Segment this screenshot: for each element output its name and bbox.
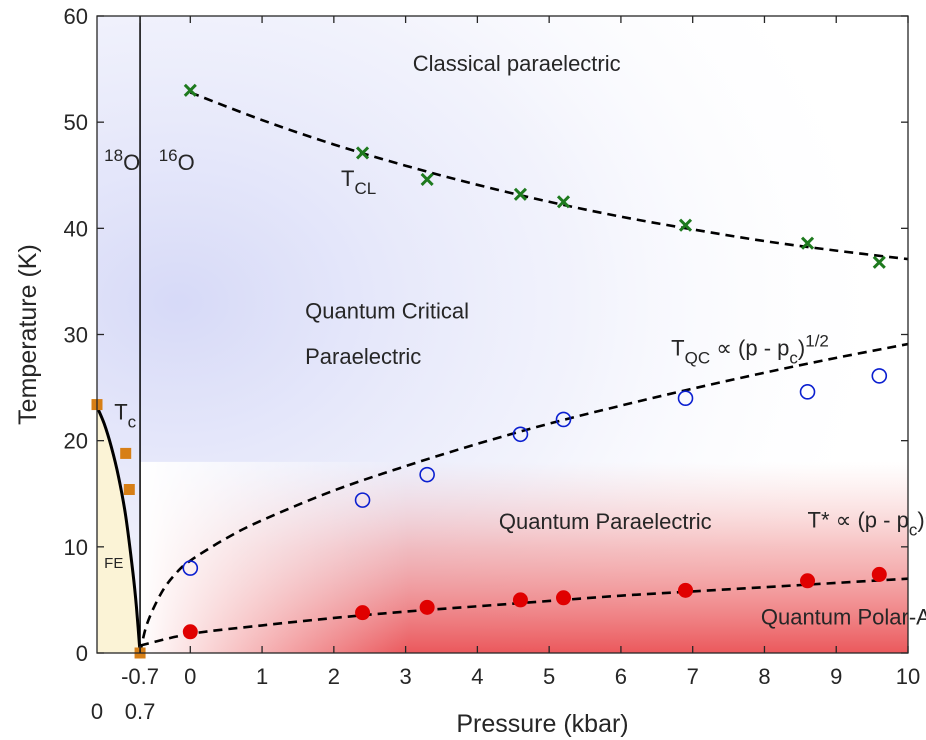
- annotation-tstar-label-part-2: ): [917, 508, 924, 533]
- y-tick-label-3: 30: [64, 323, 88, 348]
- tstar-point-2: [419, 599, 435, 615]
- x-tick-label-8: 7: [687, 664, 699, 689]
- annotation-tqc-label-part-1: QC: [685, 349, 711, 368]
- annotation-tqc-label-part-4: ): [798, 336, 805, 361]
- annotation-tqc-label: TQC ∝ (p - pc)1/2: [671, 332, 829, 368]
- annotation-classical: Classical paraelectric: [413, 51, 621, 76]
- tc-fit-curve: [97, 406, 142, 653]
- annotation-tc-label: Tc: [114, 399, 136, 431]
- annotation-classical-part-0: Classical paraelectric: [413, 51, 621, 76]
- y-tick-label-1: 10: [64, 535, 88, 560]
- tqc-fit-curve: [138, 342, 908, 653]
- x-tick-label-secondary-1: 0.7: [125, 699, 156, 724]
- annotation-tstar-label-part-1: c: [909, 521, 918, 540]
- tcl-point-1: [355, 146, 370, 160]
- x-tick-label-secondary-0: 0: [91, 699, 103, 724]
- annotation-tqc-label-part-3: c: [789, 349, 798, 368]
- tstar-point-7: [871, 566, 887, 582]
- annotation-fe-part-0: FE: [104, 555, 123, 572]
- annotation-tcl-label-part-1: CL: [354, 179, 376, 198]
- tcl-point-5: [678, 218, 693, 232]
- ferroelectric-region: [97, 406, 141, 653]
- y-tick-label-2: 20: [64, 429, 88, 454]
- tcl-fit-curve: [189, 91, 908, 261]
- x-axis-label: Pressure (kbar): [456, 710, 628, 738]
- annotation-tc-label-part-1: c: [128, 412, 137, 431]
- annotation-qpa: Quantum Polar-Acoustic: [761, 604, 926, 629]
- annotation-qpe: Quantum Paraelectric: [499, 509, 712, 534]
- tstar-point-5: [678, 582, 694, 598]
- x-tick-label-3: 2: [328, 664, 340, 689]
- y-tick-label-0: 0: [76, 641, 88, 666]
- x-tick-label-4: 3: [399, 664, 411, 689]
- y-tick-label-5: 50: [64, 110, 88, 135]
- y-axis-label: Temperature (K): [14, 244, 42, 425]
- annotation-fe: FE: [104, 555, 123, 572]
- x-tick-label-11: 10: [896, 664, 920, 689]
- annotation-qcp-part-0: Quantum Critical: [305, 299, 469, 324]
- annotation-qcp2: Paraelectric: [305, 344, 421, 369]
- tstar-point-6: [800, 573, 816, 589]
- tcl-point-6: [800, 236, 815, 250]
- tc-point-2: [123, 484, 135, 496]
- y-tick-label-4: 40: [64, 216, 88, 241]
- tstar-point-3: [512, 592, 528, 608]
- annotation-tqc-label-part-2: ∝ (p - p: [710, 336, 789, 361]
- annotation-tstar-label-part-3: 1/2: [925, 504, 926, 523]
- annotation-tqc-label-part-5: 1/2: [805, 332, 829, 351]
- x-tick-label-0: -0.7: [121, 664, 159, 689]
- annotation-tc-label-part-0: T: [114, 399, 127, 424]
- x-tick-label-2: 1: [256, 664, 268, 689]
- tcl-point-2: [420, 172, 434, 187]
- annotation-tstar-label: T* ∝ (p - pc)1/2: [808, 504, 926, 540]
- tstar-point-4: [556, 590, 572, 606]
- tcl-point-7: [872, 255, 886, 269]
- x-tick-label-5: 4: [471, 664, 483, 689]
- annotation-o18-part-1: O: [123, 150, 140, 175]
- annotation-tqc-label-part-0: T: [671, 336, 684, 361]
- tc-point-1: [120, 447, 132, 459]
- tqc-point-6: [799, 384, 816, 400]
- annotation-o18: 18O: [104, 146, 140, 175]
- annotation-qcp2-part-0: Paraelectric: [305, 344, 421, 369]
- y-tick-label-6: 60: [64, 4, 88, 29]
- annotation-o16-part-0: 16: [159, 146, 178, 165]
- tstar-point-0: [182, 624, 198, 640]
- tcl-point-0: [183, 83, 197, 97]
- annotation-tcl-label: TCL: [341, 166, 376, 198]
- tqc-point-2: [419, 466, 435, 483]
- tqc-point-3: [512, 426, 529, 443]
- tcl-point-4: [556, 195, 571, 209]
- annotation-qpa-part-0: Quantum Polar-Acoustic: [761, 604, 926, 629]
- tqc-point-4: [555, 411, 572, 428]
- tqc-point-1: [354, 492, 371, 508]
- annotation-o16: 16O: [159, 146, 195, 175]
- tstar-point-1: [355, 605, 371, 621]
- tqc-point-0: [182, 560, 199, 576]
- x-tick-label-9: 8: [758, 664, 770, 689]
- annotation-tstar-label-part-0: T* ∝ (p - p: [808, 508, 909, 533]
- annotation-qpe-part-0: Quantum Paraelectric: [499, 509, 712, 534]
- tqc-point-5: [677, 390, 694, 407]
- annotation-o18-part-0: 18: [104, 146, 123, 165]
- annotation-qcp: Quantum Critical: [305, 299, 469, 324]
- x-tick-label-10: 9: [830, 664, 842, 689]
- annotation-o16-part-1: O: [178, 150, 195, 175]
- tqc-point-7: [871, 368, 888, 384]
- x-tick-label-6: 5: [543, 664, 555, 689]
- annotation-tcl-label-part-0: T: [341, 166, 354, 191]
- polar-acoustic-fade: [140, 461, 908, 653]
- x-tick-label-1: 0: [184, 664, 196, 689]
- x-tick-label-7: 6: [615, 664, 627, 689]
- tcl-point-3: [513, 187, 528, 201]
